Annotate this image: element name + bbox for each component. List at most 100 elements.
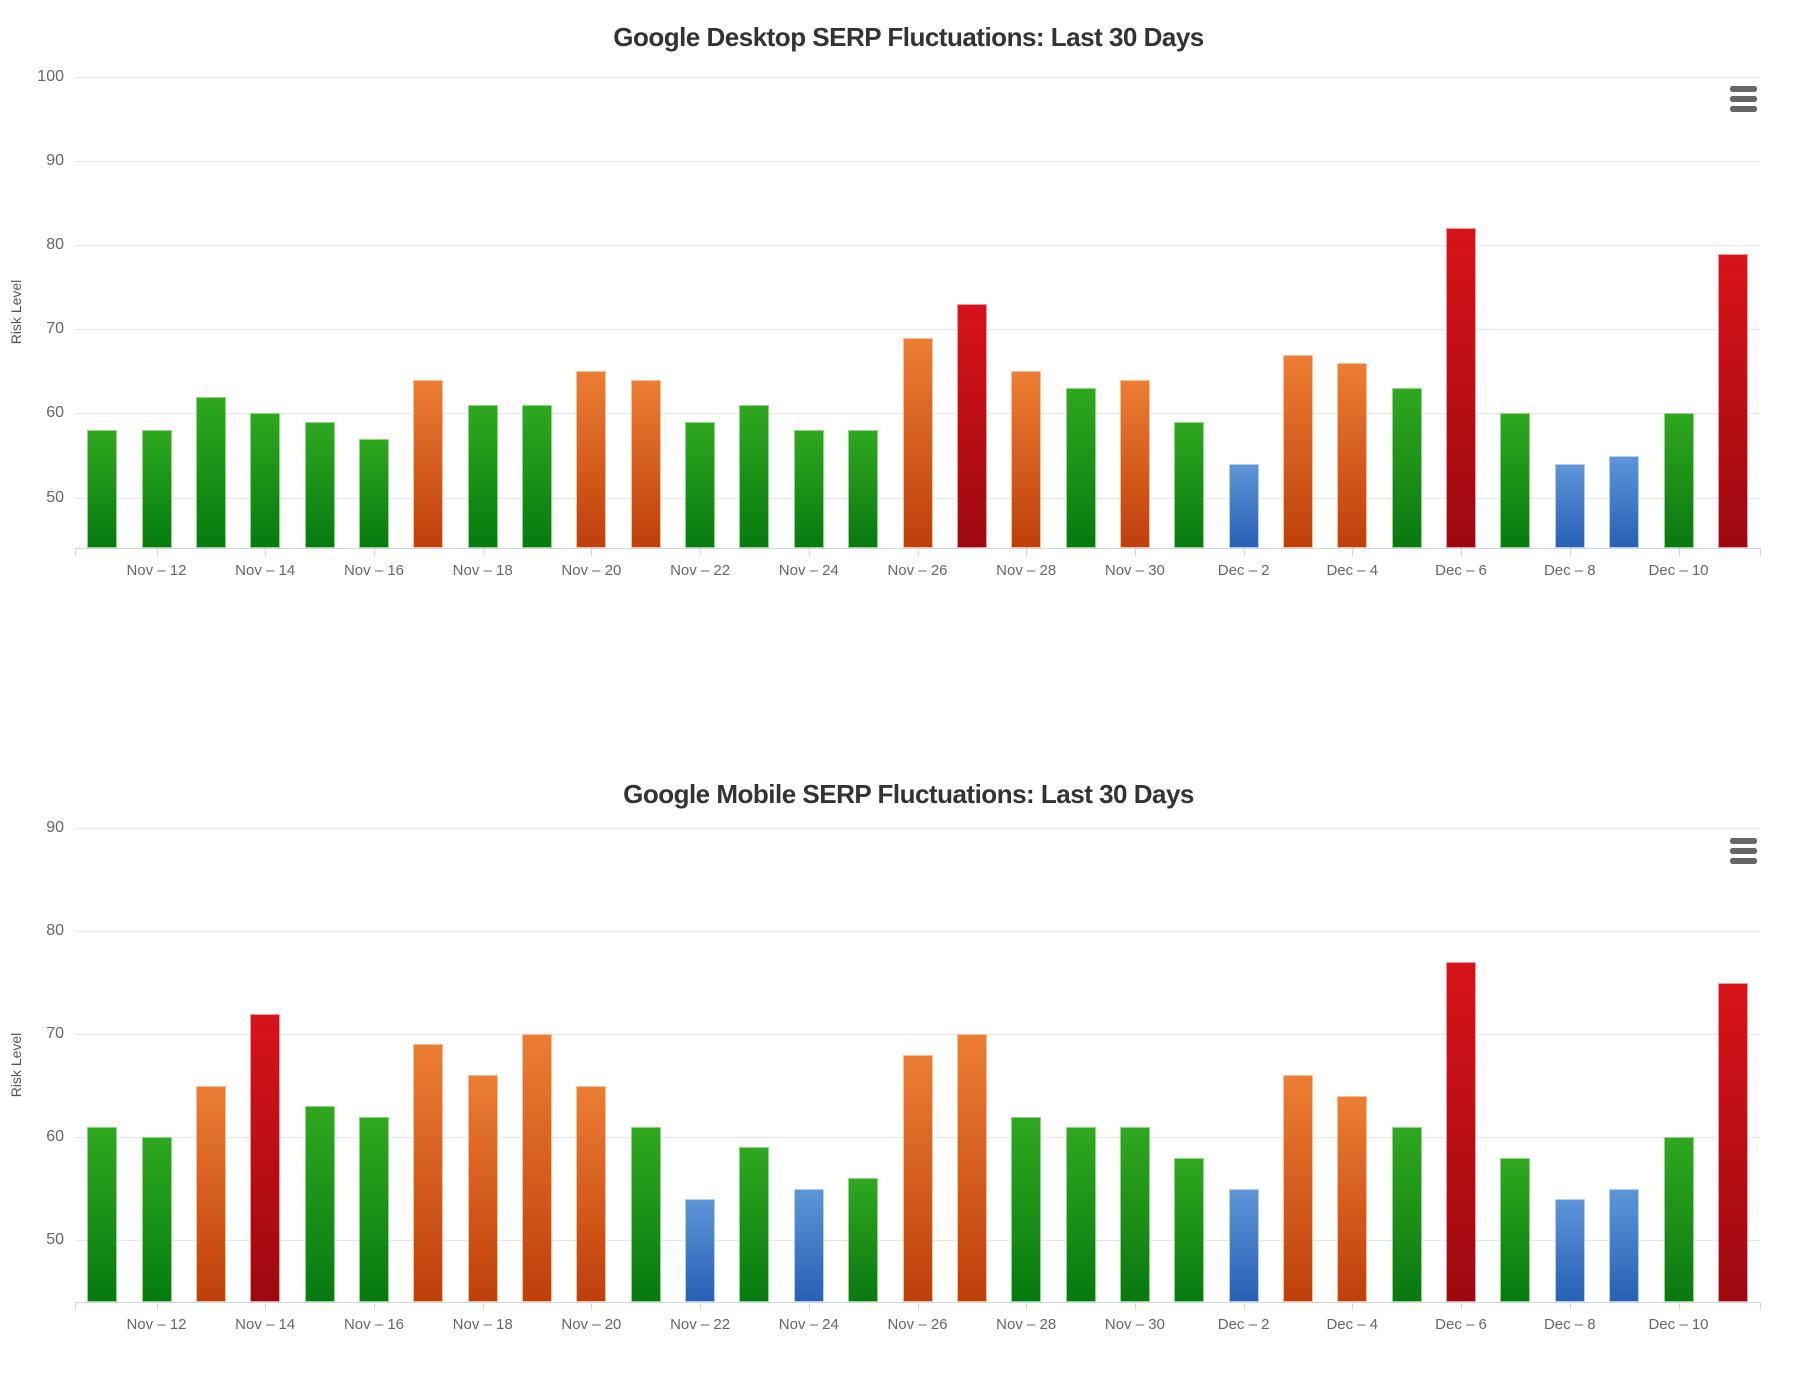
risk-bar-nov-19[interactable] — [522, 1034, 552, 1302]
x-axis-label: Nov – 18 — [452, 1316, 513, 1333]
risk-bar-nov-13[interactable] — [195, 396, 226, 548]
risk-bar-dec-9[interactable] — [1609, 1188, 1640, 1302]
risk-bar-nov-27[interactable] — [956, 304, 987, 548]
risk-bar-nov-25[interactable] — [848, 1178, 879, 1302]
risk-bar-dec-10[interactable] — [1663, 413, 1694, 548]
risk-bar-nov-17[interactable] — [413, 379, 444, 548]
axis-tick — [1569, 1303, 1571, 1310]
risk-bar-dec-10[interactable] — [1663, 1137, 1694, 1302]
risk-bar-nov-22[interactable] — [685, 421, 716, 548]
risk-bar-dec-7[interactable] — [1500, 1157, 1531, 1302]
risk-bar-nov-14[interactable] — [250, 1013, 281, 1302]
risk-bar-nov-16[interactable] — [359, 438, 389, 548]
risk-bar-dec-5[interactable] — [1391, 388, 1422, 548]
x-axis-label: Nov – 16 — [343, 1316, 405, 1333]
risk-bar-dec-2[interactable] — [1228, 1188, 1259, 1302]
axis-tick — [1678, 1303, 1680, 1310]
menu-icon-line — [1730, 106, 1757, 112]
gridline — [75, 245, 1760, 247]
context-menu-icon[interactable] — [1730, 86, 1757, 112]
risk-bar-nov-23[interactable] — [739, 405, 770, 548]
risk-bar-nov-18[interactable] — [467, 405, 498, 548]
axis-tick — [917, 549, 919, 556]
risk-bar-nov-28[interactable] — [1011, 371, 1042, 548]
risk-bar-nov-15[interactable] — [304, 1106, 335, 1302]
y-axis-label: 70 — [46, 1025, 64, 1043]
x-axis-label: Nov – 24 — [778, 1316, 839, 1333]
axis-tick — [482, 549, 484, 556]
y-axis-label: 70 — [46, 320, 64, 338]
x-axis-label: Nov – 26 — [887, 1316, 948, 1333]
risk-bar-dec-8[interactable] — [1554, 1199, 1585, 1302]
risk-bar-dec-1[interactable] — [1174, 1157, 1205, 1302]
menu-icon-line — [1730, 96, 1757, 102]
axis-tick — [1243, 1303, 1245, 1310]
risk-bar-dec-5[interactable] — [1391, 1126, 1422, 1302]
risk-bar-nov-24[interactable] — [793, 430, 824, 549]
risk-bar-dec-3[interactable] — [1283, 354, 1313, 548]
risk-bar-nov-15[interactable] — [304, 421, 335, 548]
risk-bar-dec-8[interactable] — [1554, 463, 1585, 548]
risk-bar-nov-11[interactable] — [87, 430, 118, 549]
risk-bar-dec-1[interactable] — [1174, 421, 1205, 548]
risk-bar-dec-11[interactable] — [1717, 982, 1748, 1302]
risk-bar-nov-29[interactable] — [1065, 388, 1096, 548]
risk-bar-nov-26[interactable] — [902, 337, 933, 548]
risk-bar-nov-18[interactable] — [467, 1075, 498, 1302]
x-axis-label: Nov – 22 — [670, 562, 731, 579]
risk-bar-dec-2[interactable] — [1228, 463, 1259, 548]
axis-tick — [1760, 549, 1761, 556]
y-axis-label: 90 — [46, 152, 64, 170]
risk-bar-nov-16[interactable] — [359, 1116, 389, 1302]
x-axis-label: Nov – 12 — [126, 1316, 187, 1333]
gridline — [75, 77, 1760, 78]
risk-bar-nov-19[interactable] — [522, 405, 552, 548]
x-axis-label: Nov – 20 — [561, 562, 622, 579]
menu-icon-line — [1730, 858, 1757, 864]
risk-bar-nov-17[interactable] — [413, 1044, 444, 1302]
risk-bar-nov-20[interactable] — [576, 371, 607, 548]
risk-bar-dec-4[interactable] — [1337, 1095, 1368, 1302]
axis-tick — [700, 1303, 702, 1310]
y-axis-label: 60 — [46, 404, 64, 422]
axis-tick — [1134, 549, 1136, 556]
risk-bar-dec-6[interactable] — [1446, 228, 1476, 548]
x-axis-label: Dec – 2 — [1217, 1316, 1270, 1333]
x-axis-label: Nov – 30 — [1104, 562, 1165, 579]
risk-bar-dec-11[interactable] — [1717, 253, 1748, 548]
risk-bar-nov-21[interactable] — [630, 379, 661, 548]
x-axis-label: Nov – 16 — [343, 562, 405, 579]
x-axis-label: Nov – 14 — [235, 1316, 296, 1333]
axis-tick — [265, 549, 267, 556]
risk-bar-nov-13[interactable] — [195, 1085, 226, 1302]
risk-bar-dec-9[interactable] — [1609, 455, 1640, 548]
risk-bar-nov-20[interactable] — [576, 1085, 607, 1302]
risk-bar-nov-25[interactable] — [848, 430, 879, 549]
risk-bar-nov-14[interactable] — [250, 413, 281, 548]
menu-icon-line — [1730, 838, 1757, 844]
context-menu-icon[interactable] — [1730, 838, 1757, 864]
risk-bar-nov-12[interactable] — [141, 430, 172, 549]
risk-bar-dec-4[interactable] — [1337, 363, 1368, 548]
risk-bar-nov-27[interactable] — [956, 1034, 987, 1302]
y-axis-label: 90 — [46, 819, 64, 836]
axis-tick — [482, 1303, 484, 1310]
risk-bar-nov-24[interactable] — [793, 1188, 824, 1302]
x-axis-label: Nov – 22 — [670, 1316, 731, 1333]
risk-bar-dec-3[interactable] — [1283, 1075, 1313, 1302]
risk-bar-nov-21[interactable] — [630, 1126, 661, 1302]
risk-bar-nov-28[interactable] — [1011, 1116, 1042, 1302]
risk-bar-nov-30[interactable] — [1119, 1126, 1150, 1302]
risk-bar-nov-29[interactable] — [1065, 1126, 1096, 1302]
x-axis-label: Dec – 8 — [1543, 562, 1596, 579]
risk-bar-nov-26[interactable] — [902, 1054, 933, 1302]
risk-bar-nov-12[interactable] — [141, 1137, 172, 1302]
axis-tick — [156, 1303, 158, 1310]
risk-bar-dec-7[interactable] — [1500, 413, 1531, 548]
x-axis-label: Nov – 14 — [235, 562, 296, 579]
risk-bar-dec-6[interactable] — [1446, 962, 1476, 1302]
risk-bar-nov-11[interactable] — [87, 1126, 118, 1302]
risk-bar-nov-23[interactable] — [739, 1147, 770, 1302]
risk-bar-nov-30[interactable] — [1119, 379, 1150, 548]
risk-bar-nov-22[interactable] — [685, 1199, 716, 1302]
